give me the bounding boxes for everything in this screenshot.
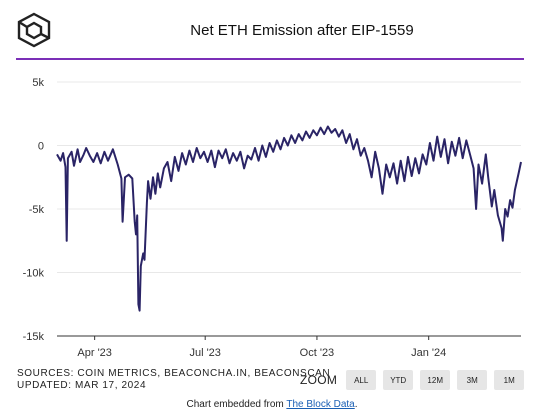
- the-block-logo-icon: [17, 12, 51, 48]
- sources-line: SOURCES: COIN METRICS, BEACONCHA.IN, BEA…: [17, 368, 331, 379]
- title-divider: [16, 58, 524, 60]
- zoom-3m-button[interactable]: 3M: [457, 370, 488, 390]
- embed-credit: Chart embedded from The Block Data.: [0, 399, 544, 410]
- series-line: [56, 125, 522, 312]
- chart-title: Net ETH Emission after EIP-1559: [190, 22, 414, 39]
- x-tick-label: Oct '23: [300, 347, 335, 359]
- zoom-12m-button[interactable]: 12M: [420, 370, 451, 390]
- y-tick-label: 0: [38, 141, 44, 153]
- y-tick-label: -15k: [23, 331, 45, 343]
- embed-prefix: Chart embedded from: [186, 399, 287, 410]
- zoom-label: ZOOM: [300, 373, 338, 387]
- zoom-ytd-button[interactable]: YTD: [383, 370, 414, 390]
- y-tick-label: 5k: [32, 77, 44, 89]
- the-block-data-link[interactable]: The Block Data: [286, 399, 355, 410]
- y-tick-label: -5k: [29, 204, 45, 216]
- zoom-all-button[interactable]: ALL: [346, 370, 377, 390]
- x-tick-label: Jul '23: [189, 347, 220, 359]
- zoom-controls: ZOOM ALL YTD 12M 3M 1M: [300, 368, 531, 392]
- x-tick-label: Apr '23: [77, 347, 112, 359]
- zoom-1m-button[interactable]: 1M: [494, 370, 525, 390]
- x-tick-label: Jan '24: [411, 347, 446, 359]
- embed-suffix: .: [354, 399, 358, 410]
- chart-sources: SOURCES: COIN METRICS, BEACONCHA.IN, BEA…: [17, 368, 330, 392]
- updated-line: UPDATED: MAR 17, 2024: [17, 380, 147, 391]
- y-tick-label: -10k: [23, 268, 45, 280]
